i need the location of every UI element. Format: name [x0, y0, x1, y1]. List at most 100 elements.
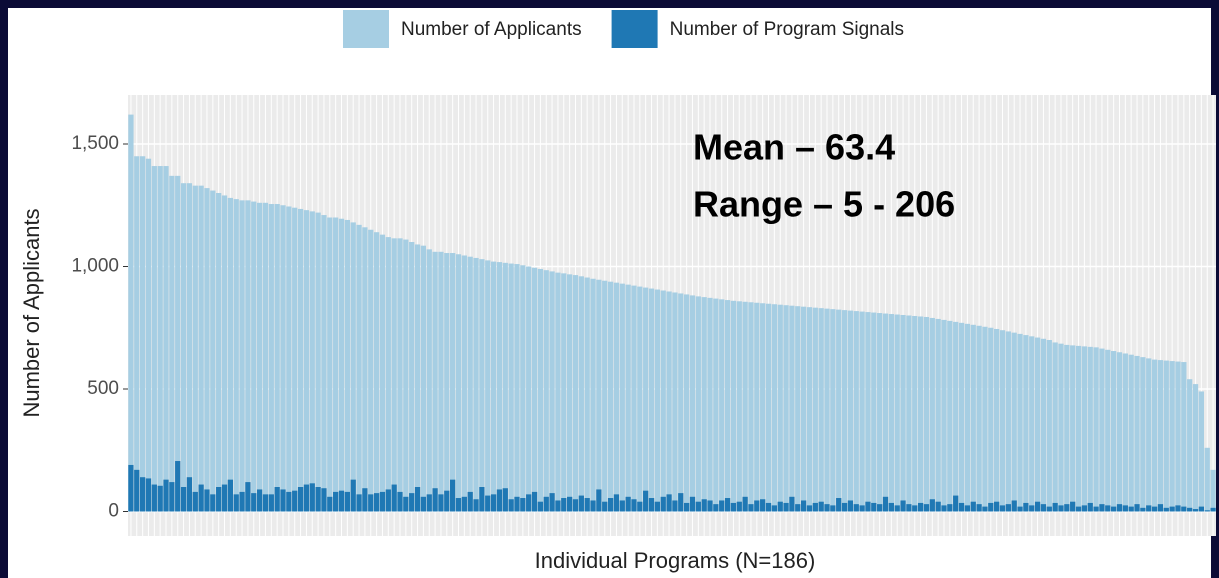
bar	[1064, 504, 1070, 512]
bar	[1204, 447, 1210, 512]
bar	[163, 479, 169, 512]
bar	[338, 218, 345, 512]
bar	[748, 302, 754, 512]
bar	[1040, 504, 1047, 512]
bar	[561, 273, 567, 512]
bar	[286, 206, 292, 512]
bar	[309, 211, 315, 512]
bar	[777, 304, 783, 512]
bar	[128, 114, 134, 512]
bar	[508, 263, 514, 512]
bar	[637, 501, 643, 512]
bar	[1005, 331, 1011, 512]
bar	[812, 502, 818, 512]
bar	[1116, 352, 1123, 512]
bar	[683, 502, 690, 512]
bar	[783, 305, 789, 512]
bar	[1105, 349, 1111, 512]
bar	[1146, 358, 1152, 512]
bar	[871, 502, 877, 512]
bar	[362, 488, 368, 512]
bar	[216, 193, 222, 512]
bar	[707, 500, 713, 512]
bar	[1093, 506, 1099, 512]
bar	[1116, 504, 1123, 512]
bar	[707, 297, 713, 512]
bar	[479, 487, 485, 512]
bar	[596, 279, 602, 512]
bar	[783, 502, 789, 512]
bar	[333, 491, 339, 512]
bar	[760, 499, 766, 512]
bar	[1070, 345, 1076, 512]
bar	[999, 330, 1006, 512]
bar	[812, 307, 818, 512]
bar	[192, 491, 198, 512]
bar	[490, 261, 497, 512]
bar	[262, 494, 269, 512]
bar	[806, 505, 813, 512]
bar	[520, 265, 526, 512]
bar	[730, 502, 737, 512]
bar	[508, 499, 514, 512]
bar	[139, 477, 146, 512]
bar	[1204, 510, 1210, 512]
bar	[935, 318, 941, 512]
bar	[397, 238, 403, 512]
bar	[1058, 343, 1064, 512]
bar	[789, 496, 795, 512]
bar	[461, 255, 467, 512]
bar	[631, 285, 637, 512]
bar	[274, 487, 280, 512]
bar	[754, 500, 760, 512]
bar	[151, 484, 157, 512]
bar	[128, 464, 134, 512]
bar	[567, 496, 573, 512]
bar	[964, 323, 971, 512]
bar	[894, 505, 900, 512]
bar	[906, 504, 912, 512]
annotation: Range – 5 - 206	[693, 184, 955, 225]
bar	[994, 328, 1000, 512]
bar	[1052, 502, 1058, 512]
bar	[976, 504, 982, 512]
bar	[1151, 506, 1158, 512]
bar	[134, 156, 140, 512]
bar	[409, 493, 415, 512]
bar	[245, 200, 251, 512]
bar	[1023, 502, 1029, 512]
bar	[175, 461, 181, 512]
bar	[917, 316, 924, 512]
bar	[830, 309, 836, 512]
bar	[496, 262, 503, 512]
bar	[836, 498, 842, 512]
bar	[748, 504, 754, 512]
bar	[502, 488, 508, 512]
bar	[1099, 504, 1105, 512]
bar	[683, 294, 690, 512]
bar	[1111, 351, 1117, 512]
bar	[210, 494, 216, 512]
bar	[216, 487, 222, 512]
bar	[701, 499, 707, 512]
bar	[672, 292, 678, 512]
bar	[912, 505, 918, 512]
bar	[713, 298, 719, 512]
bar	[689, 295, 696, 512]
bar	[935, 501, 941, 512]
bar	[549, 493, 555, 512]
bar	[1005, 504, 1011, 512]
bar	[502, 262, 508, 512]
bar	[900, 315, 906, 512]
bar	[239, 200, 245, 512]
bar	[432, 251, 438, 512]
bar	[789, 305, 795, 512]
bar	[1175, 361, 1181, 512]
bar	[426, 249, 432, 512]
bar	[280, 489, 286, 512]
bar	[771, 505, 777, 512]
legend-swatch	[343, 10, 389, 48]
bar	[654, 501, 661, 512]
bar	[964, 505, 971, 512]
